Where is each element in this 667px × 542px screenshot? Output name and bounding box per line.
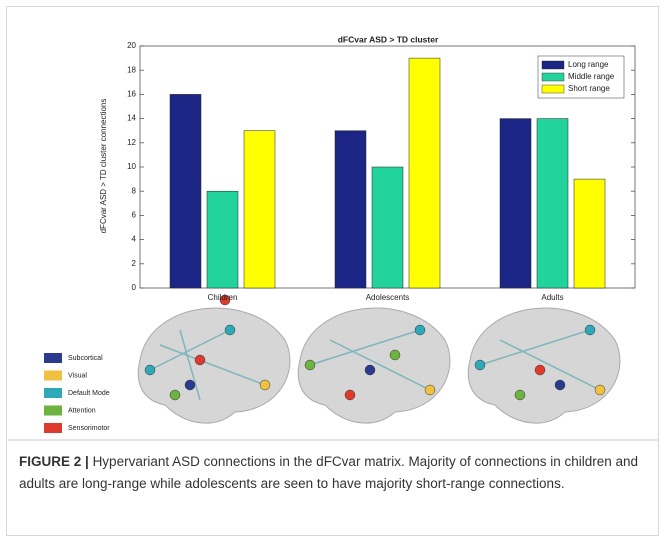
bar: [573, 178, 606, 289]
y-tick-label: 4: [132, 235, 137, 244]
y-tick-label: 14: [127, 114, 136, 123]
bar: [408, 57, 441, 289]
y-axis-label: dFCvar ASD > TD cluster connections: [99, 99, 108, 234]
caption: FIGURE 2 | Hypervariant ASD connections …: [19, 451, 644, 495]
legend-label: Middle range: [568, 72, 615, 81]
y-tick-label: 2: [132, 259, 137, 268]
brain-legend-swatch: [44, 388, 62, 398]
y-tick-label: 18: [127, 65, 136, 74]
chart: dFCvar ASD > TD cluster dFCvar ASD > TD …: [8, 34, 659, 441]
bar: [536, 118, 569, 289]
caption-label: FIGURE 2 |: [19, 454, 89, 469]
y-tick-label: 8: [132, 186, 137, 195]
brain-legend-swatch: [44, 370, 62, 381]
x-tick-label: Adults: [541, 293, 563, 302]
y-tick-label: 20: [127, 41, 136, 50]
brain-legend-label: Visual: [68, 372, 87, 379]
brain-legend-label: Default Mode: [68, 390, 110, 397]
brain: [467, 307, 621, 424]
bar: [169, 94, 202, 289]
legend-swatch: [541, 72, 565, 82]
legend-label: Long range: [568, 60, 609, 69]
x-tick-label: Children: [208, 293, 238, 302]
legend-swatch: [541, 84, 565, 94]
bar: [334, 130, 367, 289]
brain-legend-swatch: [44, 423, 62, 433]
figure-frame: [6, 6, 659, 536]
legend-swatch: [541, 60, 565, 70]
y-tick-label: 0: [132, 283, 137, 292]
y-tick-label: 6: [132, 211, 137, 220]
brain: [297, 307, 451, 424]
bar: [499, 118, 532, 289]
bar: [206, 190, 239, 289]
caption-text: Hypervariant ASD connections in the dFCv…: [19, 454, 639, 491]
brain-legend-swatch: [44, 405, 62, 416]
brain-images: [137, 294, 621, 424]
brain-legend-label: Attention: [68, 407, 96, 414]
brain-legend-swatch: [44, 353, 62, 363]
x-tick-label: Adolescents: [366, 293, 410, 302]
y-tick-label: 16: [127, 90, 136, 99]
legend-label: Short range: [568, 84, 610, 93]
brain-legend-label: Subcortical: [68, 355, 103, 362]
bar: [371, 166, 404, 289]
brain-legend-label: Sensorimotor: [68, 425, 110, 432]
bar: [243, 130, 276, 289]
y-tick-label: 10: [127, 162, 136, 171]
y-tick-label: 12: [127, 138, 136, 147]
chart-title: dFCvar ASD > TD cluster: [338, 34, 439, 44]
